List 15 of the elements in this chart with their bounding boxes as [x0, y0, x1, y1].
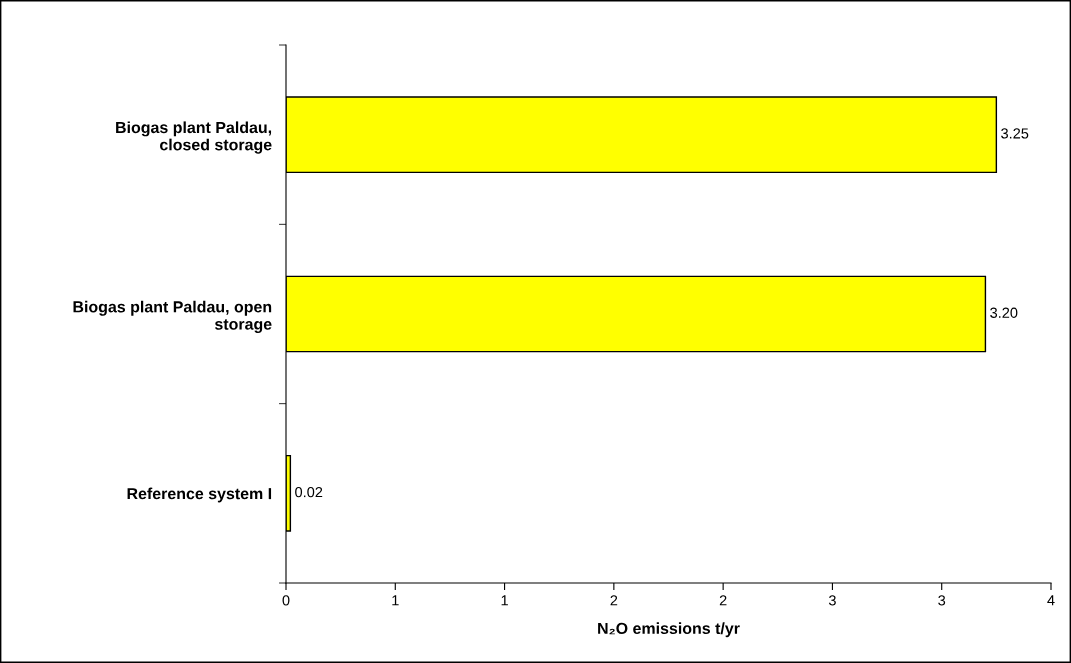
y-tick-label: Biogas plant Paldau, open storage — [73, 300, 272, 333]
x-tick-label: 1 — [392, 595, 399, 606]
x-axis-title: N₂O emissions t/yr — [598, 622, 740, 638]
x-tick-label: 0 — [282, 595, 290, 606]
data-label: 3.25 — [1001, 128, 1029, 139]
x-tick-label: 2 — [610, 595, 618, 606]
x-tick-label: 3 — [938, 595, 946, 606]
x-tick-label: 2 — [719, 595, 727, 606]
data-label: 0.02 — [295, 486, 323, 498]
data-label: 3.20 — [990, 307, 1018, 318]
y-tick-label: Reference system I — [127, 487, 272, 503]
x-tick-label: 4 — [1047, 595, 1055, 606]
x-tick-label: 3 — [828, 595, 836, 606]
x-tick-label: 1 — [501, 595, 508, 606]
y-tick-label: Biogas plant Paldau, closed storage — [116, 121, 272, 154]
